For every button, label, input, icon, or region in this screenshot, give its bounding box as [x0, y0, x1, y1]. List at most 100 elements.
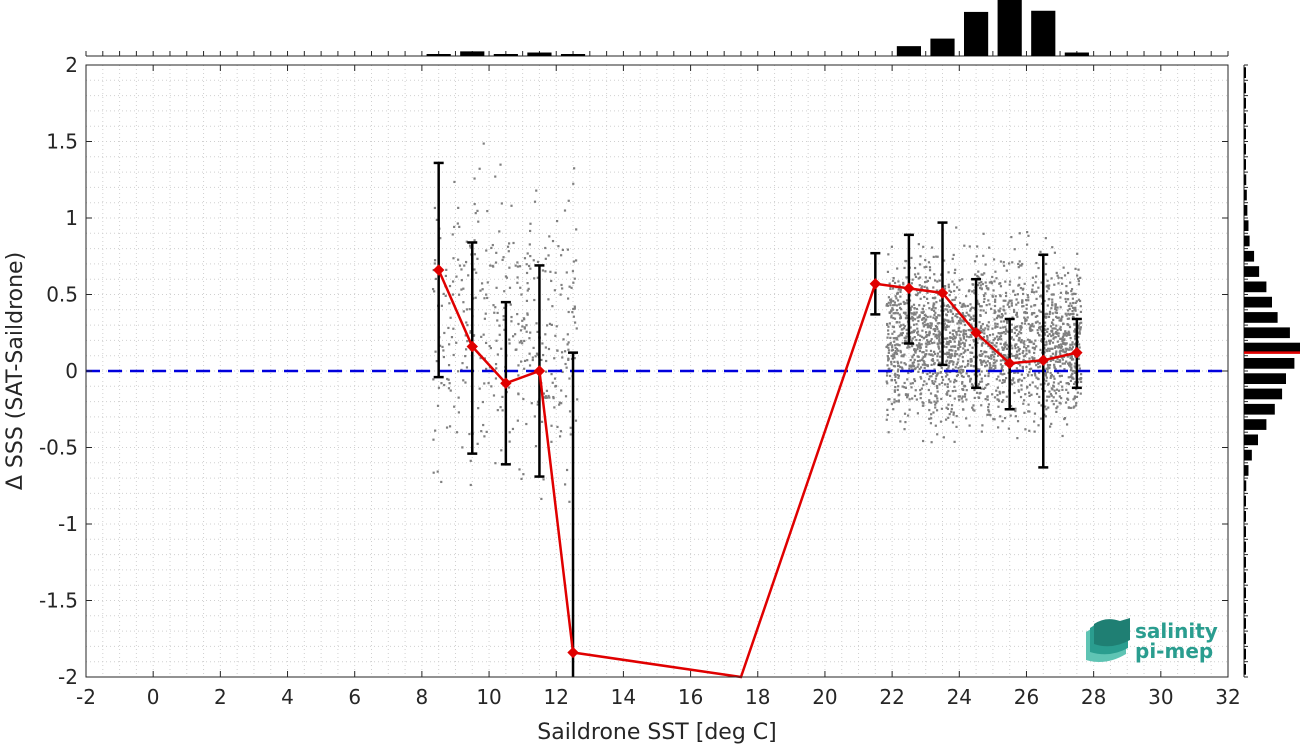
scatter-point: [893, 353, 896, 356]
scatter-point: [1055, 410, 1058, 414]
scatter-point: [1033, 420, 1036, 423]
scatter-point: [526, 282, 529, 285]
scatter-point: [916, 412, 920, 415]
scatter-point: [949, 320, 952, 323]
scatter-point: [954, 389, 957, 392]
scatter-point: [1001, 346, 1004, 349]
scatter-point: [896, 349, 900, 352]
scatter-point: [922, 355, 925, 358]
scatter-point: [969, 309, 972, 312]
scatter-point: [987, 344, 990, 348]
scatter-point: [1054, 345, 1057, 348]
scatter-point: [1005, 356, 1008, 359]
scatter-point: [468, 244, 472, 247]
scatter-point: [935, 301, 938, 304]
scatter-point: [1033, 357, 1036, 360]
scatter-point: [930, 413, 933, 416]
scatter-point: [1036, 314, 1039, 318]
right-hist-bar: [1244, 403, 1275, 415]
scatter-point: [960, 365, 964, 368]
scatter-point: [1071, 341, 1074, 344]
scatter-point: [1066, 362, 1070, 365]
scatter-point: [992, 364, 995, 367]
scatter-point: [488, 344, 491, 348]
scatter-point: [567, 297, 570, 300]
scatter-point: [999, 359, 1002, 362]
scatter-point: [1077, 283, 1081, 286]
scatter-point: [888, 368, 891, 371]
scatter-point: [923, 321, 926, 324]
scatter-point: [934, 380, 937, 383]
scatter-point: [529, 331, 532, 334]
scatter-point: [1015, 311, 1019, 315]
scatter-point: [1058, 374, 1061, 378]
scatter-point: [534, 355, 537, 358]
scatter-point: [995, 378, 998, 381]
scatter-point: [1020, 322, 1024, 325]
scatter-point: [507, 386, 511, 389]
scatter-point: [567, 199, 570, 202]
scatter-point: [455, 341, 458, 344]
scatter-point: [439, 344, 442, 347]
scatter-point: [1064, 300, 1068, 303]
scatter-point: [954, 268, 957, 271]
scatter-point: [903, 428, 906, 431]
scatter-point: [939, 355, 942, 358]
scatter-point: [1031, 346, 1034, 349]
scatter-point: [434, 350, 437, 353]
scatter-point: [1027, 345, 1030, 348]
scatter-point: [980, 288, 983, 291]
scatter-point: [1074, 370, 1077, 373]
scatter-point: [1038, 395, 1041, 399]
scatter-point: [489, 346, 492, 350]
scatter-point: [440, 304, 443, 307]
scatter-point: [995, 335, 999, 338]
scatter-point: [888, 322, 891, 325]
top-hist-bar: [493, 54, 518, 56]
scatter-point: [956, 322, 959, 325]
scatter-point: [443, 331, 446, 335]
scatter-point: [978, 321, 981, 324]
scatter-point: [1070, 367, 1073, 371]
scatter-point: [936, 433, 939, 436]
scatter-point: [1056, 332, 1059, 335]
scatter-point: [945, 360, 948, 363]
scatter-point: [915, 323, 918, 326]
scatter-point: [1040, 404, 1043, 407]
scatter-point: [986, 324, 989, 327]
scatter-point: [890, 316, 893, 319]
scatter-point: [961, 408, 965, 411]
x-tick-label: 10: [476, 685, 501, 709]
scatter-point: [555, 325, 558, 328]
scatter-point: [1050, 293, 1053, 296]
scatter-point: [1065, 423, 1069, 426]
scatter-point: [993, 304, 997, 308]
scatter-point: [988, 362, 991, 365]
scatter-point: [936, 334, 939, 337]
scatter-point: [940, 366, 943, 369]
scatter-point: [516, 276, 519, 279]
scatter-point: [573, 357, 576, 360]
scatter-point: [964, 350, 967, 353]
scatter-point: [900, 361, 903, 364]
scatter-point: [953, 283, 956, 286]
scatter-point: [445, 268, 448, 271]
scatter-point: [962, 330, 965, 333]
scatter-point: [1059, 337, 1062, 341]
scatter-point: [544, 396, 547, 399]
scatter-point: [1037, 424, 1040, 427]
scatter-point: [934, 371, 937, 374]
scatter-point: [1077, 277, 1080, 281]
scatter-point: [1020, 332, 1023, 335]
scatter-point: [1026, 243, 1029, 246]
scatter-point: [496, 319, 499, 322]
scatter-point: [544, 257, 547, 260]
scatter-point: [891, 307, 894, 310]
scatter-point: [1077, 325, 1080, 328]
scatter-point: [899, 308, 903, 311]
scatter-point: [911, 382, 914, 385]
scatter-point: [984, 355, 987, 358]
scatter-point: [910, 386, 913, 389]
scatter-point: [911, 312, 914, 315]
scatter-point: [955, 374, 959, 378]
